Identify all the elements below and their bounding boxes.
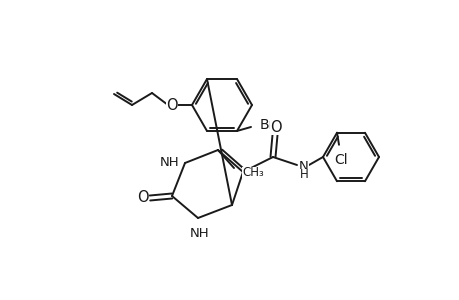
Text: CH₃: CH₃ bbox=[241, 167, 263, 179]
Text: N: N bbox=[298, 160, 308, 172]
Text: Cl: Cl bbox=[333, 153, 347, 167]
Text: O: O bbox=[166, 98, 178, 112]
Text: H: H bbox=[299, 169, 308, 182]
Text: NH: NH bbox=[159, 157, 179, 169]
Text: NH: NH bbox=[190, 227, 209, 240]
Text: O: O bbox=[137, 190, 149, 206]
Text: O: O bbox=[269, 119, 281, 134]
Text: Br: Br bbox=[259, 118, 275, 132]
